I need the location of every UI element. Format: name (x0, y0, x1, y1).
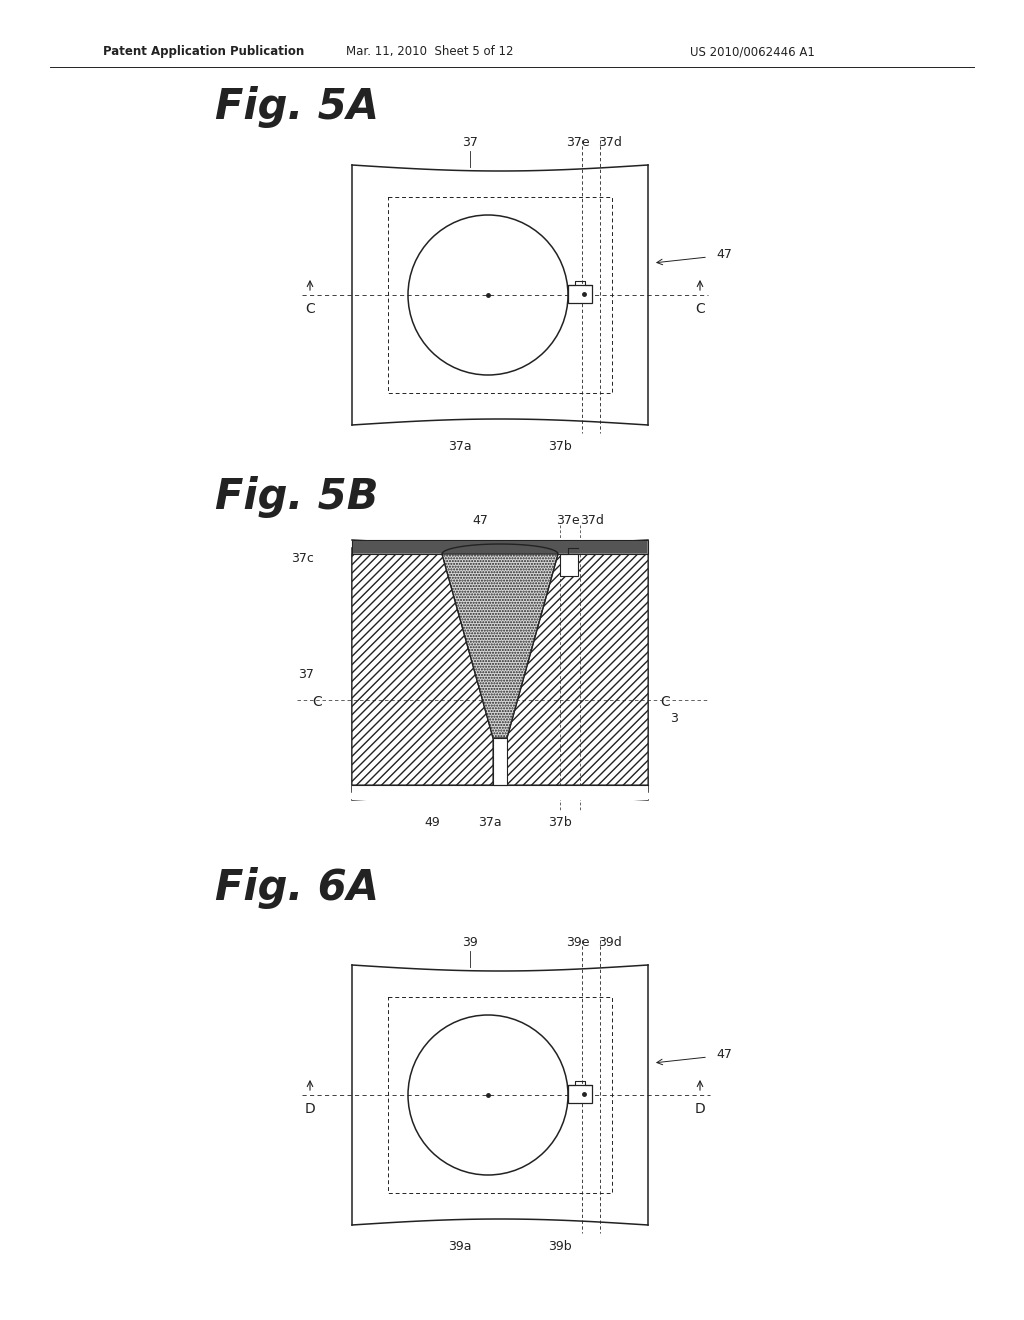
Bar (568, 1085, 592, 1104)
Text: 37d: 37d (580, 513, 604, 527)
Text: D: D (304, 1102, 315, 1115)
Text: 39: 39 (462, 936, 478, 949)
Text: 39d: 39d (598, 936, 622, 949)
Bar (388, 997, 612, 1193)
Text: Fig. 6A: Fig. 6A (215, 867, 379, 909)
Text: D: D (694, 1102, 706, 1115)
Text: US 2010/0062446 A1: US 2010/0062446 A1 (690, 45, 815, 58)
Polygon shape (442, 554, 558, 738)
Text: 37e: 37e (566, 136, 590, 149)
Text: 37b: 37b (548, 441, 571, 454)
Text: 37b: 37b (548, 816, 571, 829)
Polygon shape (352, 554, 493, 785)
Text: Fig. 5B: Fig. 5B (215, 477, 379, 517)
Text: 3: 3 (670, 711, 678, 725)
Text: 37a: 37a (478, 816, 502, 829)
Bar (352, 540, 648, 554)
Text: 37a: 37a (449, 441, 472, 454)
Text: 47: 47 (716, 248, 732, 261)
Text: 39e: 39e (566, 936, 590, 949)
Bar (352, 785, 648, 800)
Text: C: C (312, 696, 322, 709)
Text: 39b: 39b (548, 1241, 571, 1254)
Text: 37d: 37d (598, 136, 622, 149)
Text: 37: 37 (462, 136, 478, 149)
Bar (560, 554, 578, 576)
Text: 47: 47 (472, 513, 488, 527)
Text: Mar. 11, 2010  Sheet 5 of 12: Mar. 11, 2010 Sheet 5 of 12 (346, 45, 514, 58)
Text: Patent Application Publication: Patent Application Publication (103, 45, 304, 58)
Text: C: C (695, 302, 705, 315)
Bar (388, 197, 612, 393)
Text: C: C (305, 302, 314, 315)
Text: C: C (660, 696, 670, 709)
Text: 37c: 37c (291, 553, 314, 565)
Bar (568, 285, 592, 304)
Text: 37: 37 (298, 668, 314, 681)
Text: 49: 49 (424, 816, 440, 829)
Text: 37e: 37e (556, 513, 580, 527)
Text: Fig. 5A: Fig. 5A (215, 86, 379, 128)
Text: 47: 47 (716, 1048, 732, 1061)
Text: 39a: 39a (449, 1241, 472, 1254)
Bar (353, 541, 647, 553)
Bar (493, 738, 507, 785)
Polygon shape (507, 554, 648, 785)
